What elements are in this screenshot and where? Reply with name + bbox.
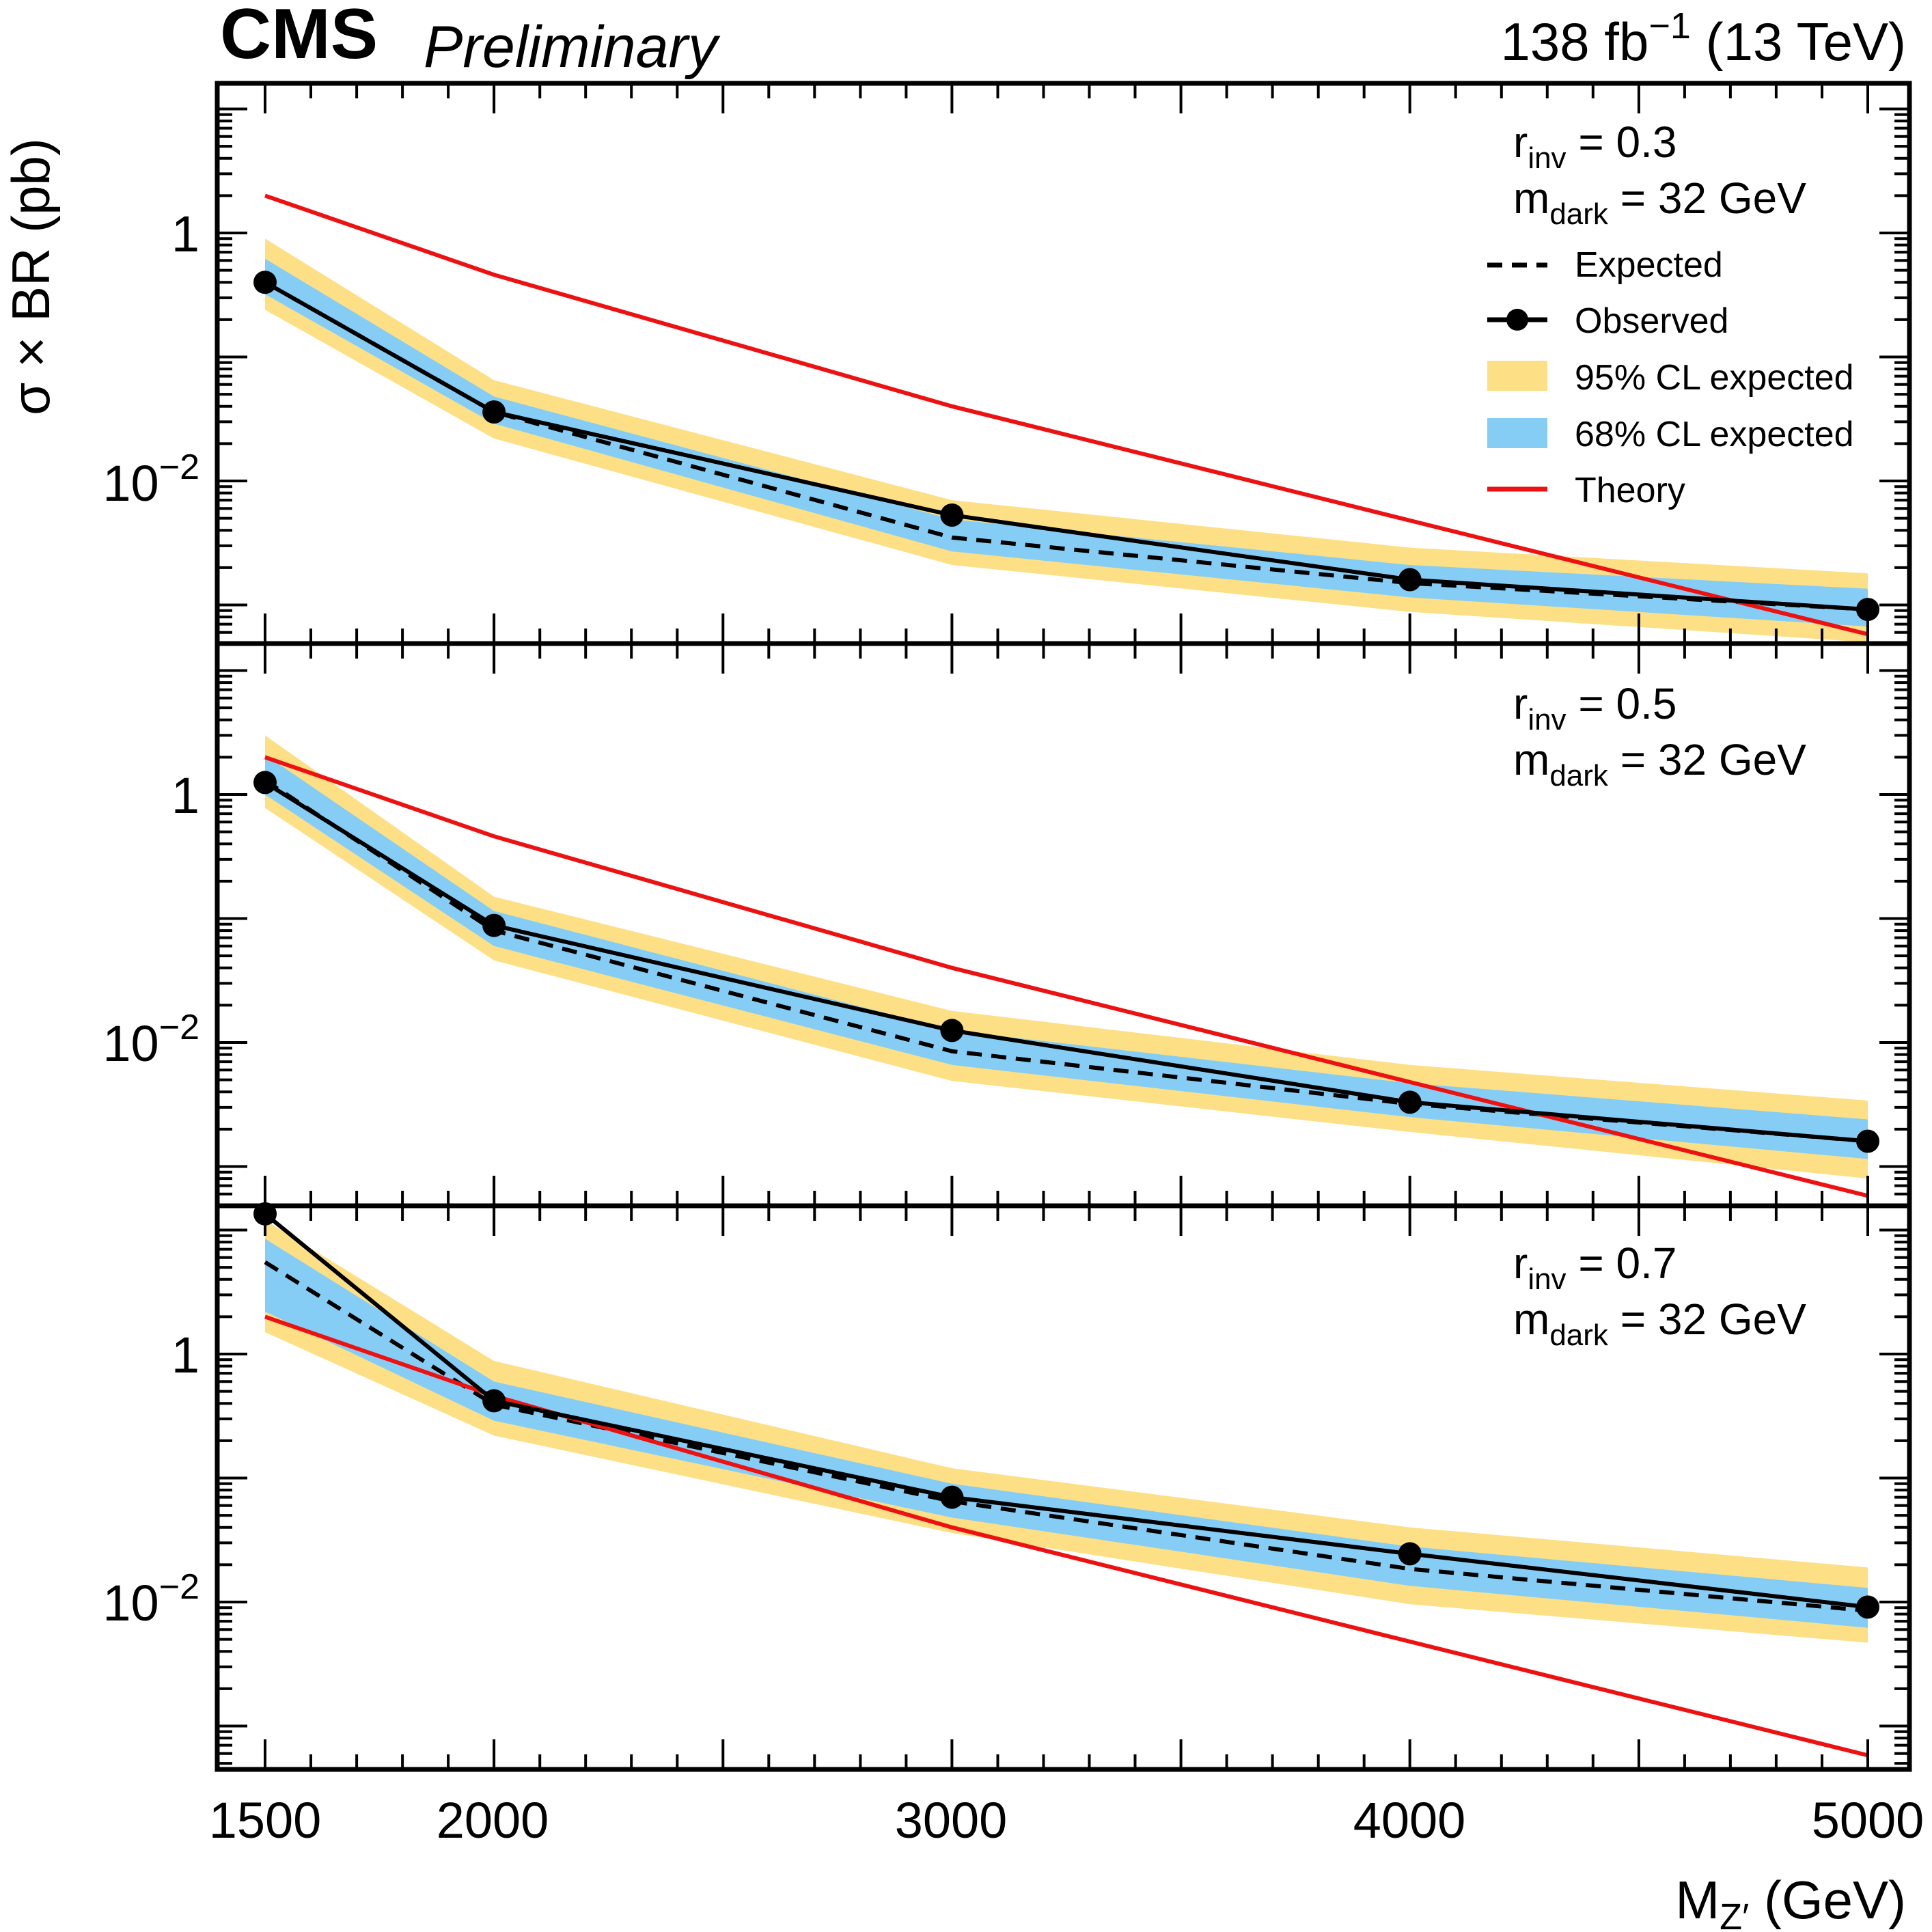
legend-band95-label: 95% CL expected: [1575, 358, 1854, 398]
panel-1-data: [253, 193, 1879, 643]
panel-1-param-r: rinv = 0.3: [1513, 118, 1676, 175]
panel-2-data: [253, 735, 1879, 1198]
legend-expected-label: Expected: [1575, 245, 1723, 285]
panel-3-frame: [215, 1203, 1912, 1772]
panel-2-param-m: mdark = 32 GeV: [1513, 735, 1806, 792]
legend-theory-label: Theory: [1575, 471, 1685, 510]
cms-label: CMS: [220, 0, 378, 74]
panel-2-ytick-label-1: 1: [171, 767, 199, 824]
panel-1: 1 10−2 rinv = 0.3 mdark = 32 GeV Expecte…: [102, 81, 1912, 646]
panel-1-observed-point: [1398, 568, 1422, 592]
panel-1-param-m: mdark = 32 GeV: [1513, 174, 1806, 231]
panel-1-ytick-label-1: 1: [171, 206, 199, 262]
panel-2-clip-group: [264, 735, 1868, 1198]
panel-2-theory-line: [264, 755, 1868, 1198]
panel-3-ytick-label-1: 1: [171, 1327, 199, 1383]
xtick-label-1500: 1500: [209, 1792, 322, 1849]
panel-3-param-m: mdark = 32 GeV: [1513, 1295, 1806, 1352]
panel-3-ytick-label-1e-2: 10−2: [102, 1567, 199, 1631]
panel-2-param-r: rinv = 0.5: [1513, 679, 1676, 736]
panel-3-ticks: [215, 1203, 1912, 1772]
panel-2-ytick-label-1e-2: 10−2: [102, 1008, 199, 1072]
panel-2-observed-point: [253, 771, 277, 795]
panel-3-param-r: rinv = 0.7: [1513, 1239, 1676, 1296]
panel-2-observed-point: [1856, 1129, 1879, 1153]
panel-1-ticks: [215, 81, 1912, 646]
panel-2-observed-point: [482, 913, 506, 937]
x-axis-title-unit: (GeV): [1749, 1870, 1906, 1930]
energy-label: (13 TeV): [1691, 12, 1906, 72]
panel-3: 1 10−2 rinv = 0.7 mdark = 32 GeV: [102, 1202, 1912, 1772]
legend-band68-label: 68% CL expected: [1575, 415, 1854, 454]
panel-3-observed-point: [1398, 1542, 1422, 1566]
panel-3-observed-point: [1856, 1595, 1879, 1619]
x-axis-title: MZ′ (GeV): [1675, 1870, 1906, 1932]
panel-3-band95: [265, 1220, 1868, 1643]
legend-band68-swatch: [1487, 418, 1547, 448]
xtick-label-5000: 5000: [1812, 1792, 1924, 1849]
panel-1-ytick-label-1e-2: 10−2: [102, 447, 199, 512]
legend-band95-swatch: [1487, 361, 1547, 391]
luminosity-exponent: −1: [1648, 5, 1691, 46]
xtick-label-4000: 4000: [1353, 1792, 1466, 1849]
panel-3-theory-line: [264, 1314, 1868, 1758]
panel-3-observed-point: [940, 1485, 964, 1509]
panel-2-observed-point: [1398, 1090, 1422, 1114]
panel-1-observed-point: [482, 400, 506, 424]
panel-2-observed-point: [940, 1019, 964, 1043]
panel-1-observed-point: [253, 271, 277, 294]
panel-3-expected-line: [264, 1260, 1868, 1613]
x-axis-title-symbol: M: [1675, 1870, 1720, 1930]
panel-1-observed-point: [940, 503, 964, 527]
xtick-label-2000: 2000: [437, 1792, 549, 1849]
preliminary-label: Preliminary: [424, 14, 721, 80]
panel-3-observed-point: [482, 1389, 506, 1413]
panel-1-band68: [265, 258, 1868, 627]
legend: Expected Observed 95% CL expected 68% CL…: [1487, 245, 1854, 510]
panel-1-observed-point: [1856, 598, 1879, 622]
luminosity-label: 138 fb−1 (13 TeV): [1501, 5, 1907, 72]
y-axis-title: σ × BR (pb): [1, 138, 61, 415]
legend-observed-label: Observed: [1575, 301, 1728, 341]
x-axis-title-subscript: Z′: [1720, 1896, 1749, 1932]
legend-observed-marker: [1506, 309, 1528, 331]
xtick-label-3000: 3000: [895, 1792, 1008, 1849]
panel-1-theory-line: [264, 193, 1868, 637]
panel-1-clip-group: [264, 193, 1868, 643]
panel-2: 1 10−2 rinv = 0.5 mdark = 32 GeV: [102, 641, 1912, 1209]
luminosity-value: 138 fb: [1501, 12, 1649, 72]
